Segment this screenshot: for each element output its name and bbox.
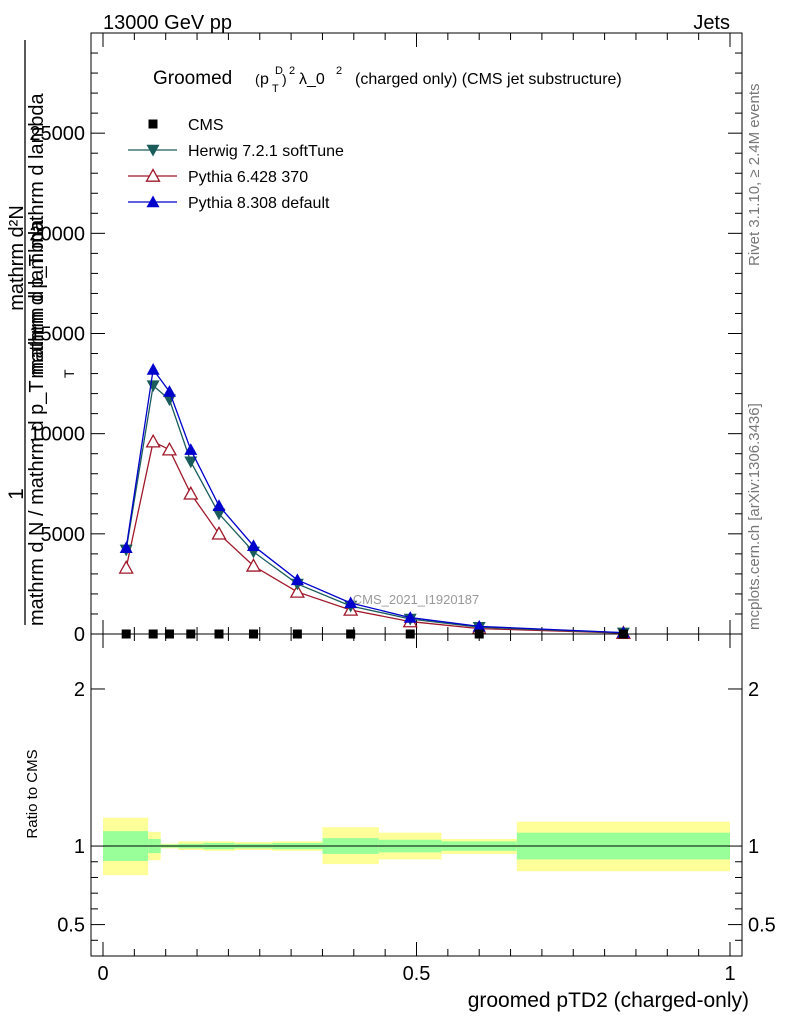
title-suffix: (charged only) (CMS jet substructure) (355, 71, 622, 88)
y-tick-label: 15000 (29, 324, 85, 346)
data-point-herwig-7-2-1-softtune (162, 394, 176, 407)
mcplots-label: mcplots.cern.ch [arXiv:1306.3436] (746, 403, 763, 630)
title-sup-2: 2 (289, 65, 295, 77)
y-tick-label: 5000 (41, 524, 86, 546)
y-tick-label: 20000 (29, 223, 85, 245)
legend-marker (146, 195, 160, 208)
plot-title: Groomed ( p D T ) 2 λ_0 2 (charged only)… (153, 65, 622, 95)
title-paren-open: ( (255, 71, 260, 87)
data-point-herwig-7-2-1-softtune (184, 456, 198, 469)
header-jets: Jets (693, 12, 730, 34)
data-point-pythia-6-428-370 (161, 441, 178, 456)
data-point-pythia-8-308-default (212, 499, 226, 511)
legend: CMS Herwig 7.2.1 softTune Pythia 6.428 370… (128, 117, 344, 212)
legend-label: Herwig 7.2.1 softTune (188, 143, 344, 160)
title-prefix: Groomed (153, 68, 232, 89)
title-lambda: λ_0 (299, 71, 325, 88)
title-sup-d: D (275, 65, 283, 77)
legend-item-pythia-6-428-370: Pythia 6.428 370 (128, 168, 308, 186)
main-ylabel: 1 mathrm d²N mathrm d p_T mathrm d lambd… (5, 40, 77, 626)
rivet-label: Rivet 3.1.10, ≥ 2.4M events (746, 84, 763, 267)
ratio-y-tick-label-left: 2 (74, 679, 85, 701)
data-point-pythia-6-428-370 (245, 558, 262, 572)
data-point-herwig-7-2-1-softtune (146, 380, 160, 393)
ratio-axis-ticks: 0.5 0.5 1 1 2 2 0 0.5 1 (57, 634, 776, 985)
y-tick-label: 10000 (29, 424, 85, 446)
data-point-pythia-6-428-370 (211, 525, 227, 540)
ratio-frame (90, 633, 743, 957)
data-point-pythia-8-308-default (472, 619, 486, 632)
title-paren-close: ) (282, 71, 287, 87)
ratio-y-tick-label-left: 0.5 (57, 915, 85, 937)
x-tick-label: 1 (724, 963, 735, 985)
ylabel-denominator: mathrm d N / mathrm d p_T mathrm d lambd… (26, 219, 48, 626)
ratio-y-tick-label-right: 1 (748, 836, 759, 858)
x-tick-label: 0.5 (403, 963, 431, 985)
ylabel-sub-t: T (61, 369, 77, 378)
data-point-pythia-8-308-default (162, 385, 176, 397)
analysis-watermark: CMS_2021_I1920187 (353, 592, 480, 607)
legend-label: Pythia 6.428 370 (188, 169, 308, 186)
data-point-pythia-8-308-default (146, 363, 160, 375)
ylabel-numerator: mathrm d²N (6, 205, 28, 311)
data-point-pythia-8-308-default (119, 541, 133, 554)
legend-item-herwig-7-2-1-softtune: Herwig 7.2.1 softTune (128, 143, 344, 160)
title-p: p (260, 71, 269, 88)
data-point-herwig-7-2-1-softtune (212, 508, 226, 521)
ratio-ylabel: Ratio to CMS (24, 749, 41, 838)
y-tick-label: 0 (74, 624, 85, 646)
data-point-pythia-6-428-370 (289, 584, 305, 598)
data-point-pythia-8-308-default (184, 443, 198, 455)
header-energy: 13000 GeV pp (103, 12, 232, 34)
x-tick-label: 0 (97, 963, 108, 985)
x-axis-label: groomed pTD2 (charged-only) (468, 989, 749, 1012)
ylabel-den-top: mathrm d p_T mathrm d lambda (26, 92, 48, 378)
series-pythia-6-428-370 (118, 433, 632, 639)
title-sub-t: T (272, 83, 279, 95)
data-point-pythia-6-428-370 (145, 433, 161, 448)
data-point-pythia-6-428-370 (183, 485, 199, 500)
data-point-pythia-8-308-default (344, 596, 358, 609)
ratio-y-tick-label-left: 1 (74, 836, 85, 858)
legend-label: Pythia 8.308 default (188, 195, 330, 212)
ylabel-one: 1 (5, 488, 28, 500)
ratio-y-tick-label-right: 2 (748, 679, 759, 701)
data-point-pythia-8-308-default (246, 539, 260, 552)
data-point-pythia-6-428-370 (118, 560, 134, 574)
main-axis-ticks: 0 5000 10000 15000 20000 25000 (29, 33, 742, 646)
data-point-pythia-8-308-default (290, 573, 304, 586)
ratio-y-tick-label-right: 0.5 (748, 915, 776, 937)
legend-item-pythia-8-308-default: Pythia 8.308 default (128, 195, 330, 212)
title-sup-lambda: 2 (336, 65, 342, 77)
legend-marker (145, 168, 161, 182)
y-tick-label: 25000 (29, 123, 85, 145)
legend-label: CMS (188, 117, 224, 134)
legend-marker (148, 119, 158, 129)
legend-marker (146, 144, 160, 157)
data-point-pythia-8-308-default (403, 611, 417, 623)
legend-item-cms: CMS (148, 117, 224, 134)
